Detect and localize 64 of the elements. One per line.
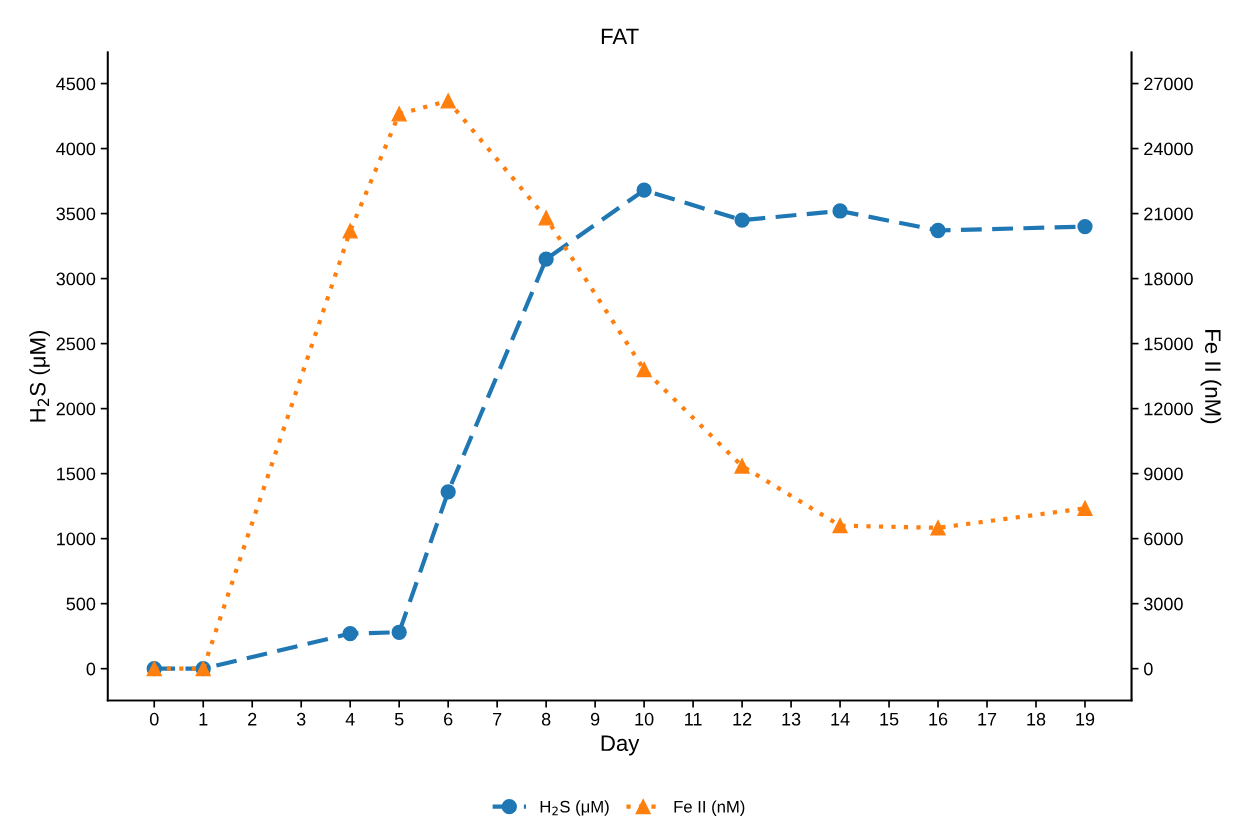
y2-tick-label: 0	[1144, 662, 1153, 676]
x-tick-label: 5	[394, 713, 404, 726]
y-tick-label: 1000	[57, 532, 96, 546]
x-tick-label: 8	[541, 712, 551, 726]
point	[930, 222, 946, 239]
y2-tick-label: 6000	[1144, 532, 1183, 546]
legend-label: Fe II (nM)	[674, 800, 745, 816]
y-tick-label: 2000	[56, 402, 96, 416]
x-tick-label: 16	[929, 712, 948, 726]
chart-title: FAT	[601, 28, 639, 45]
x-tick-label: 6	[444, 712, 453, 726]
x-tick-label: 3	[296, 712, 306, 726]
point	[391, 624, 407, 640]
y2-tick-label: 9000	[1144, 467, 1183, 481]
y2-axis-title: Fe II (nM)	[1200, 330, 1222, 424]
x-tick-label: 19	[1076, 712, 1095, 726]
y-tick-label: 3500	[56, 207, 96, 221]
x-tick-label: 13	[782, 712, 801, 726]
x-tick-label: 15	[880, 713, 899, 726]
y2-tick-label: 21000	[1144, 207, 1193, 221]
y-axis-title: H$_{2}$S (μM)	[29, 330, 50, 422]
point	[1077, 500, 1093, 516]
point	[538, 251, 554, 267]
x-tick-label: 14	[831, 713, 850, 726]
y2-tick-label: 27000	[1144, 77, 1193, 91]
y2-tick-label: 24000	[1144, 142, 1193, 156]
x-tick-label: 0	[149, 712, 159, 726]
point	[440, 484, 456, 500]
x-tick-label: 11	[685, 713, 702, 726]
x-tick-label: 2	[248, 712, 257, 726]
point	[636, 361, 652, 378]
point	[734, 212, 750, 228]
point	[734, 458, 750, 474]
y2-tick-label: 18000	[1144, 272, 1193, 286]
y-tick-label: 0	[86, 662, 96, 676]
point	[538, 210, 554, 226]
y-tick-label: 2500	[56, 337, 96, 351]
y-tick-label: 500	[66, 597, 96, 611]
x-tick-label: 1	[199, 713, 208, 726]
point	[342, 223, 358, 239]
x-tick-label: 18	[1027, 712, 1046, 726]
point	[440, 93, 456, 109]
legend-label: H$_{2}$S (μM)	[540, 800, 609, 816]
y2-tick-label: 12000	[1144, 402, 1193, 416]
x-axis-title: Day	[601, 735, 640, 756]
y-tick-label: 1500	[57, 467, 96, 481]
x-tick-label: 10	[635, 712, 654, 726]
y-tick-label: 3000	[56, 272, 96, 286]
x-tick-label: 17	[978, 713, 997, 726]
point	[832, 518, 848, 534]
y2-tick-label: 15000	[1144, 337, 1193, 351]
point	[1077, 218, 1093, 235]
point	[342, 625, 358, 642]
point	[636, 182, 652, 198]
x-tick-label: 12	[733, 712, 752, 726]
x-tick-label: 4	[345, 713, 355, 726]
point	[391, 106, 407, 122]
point	[930, 520, 946, 536]
x-tick-label: 7	[493, 713, 502, 726]
point	[832, 203, 848, 219]
y2-tick-label: 3000	[1144, 597, 1183, 611]
y-tick-label: 4500	[56, 77, 96, 91]
y-tick-label: 4000	[56, 142, 96, 156]
x-tick-label: 9	[590, 712, 600, 726]
